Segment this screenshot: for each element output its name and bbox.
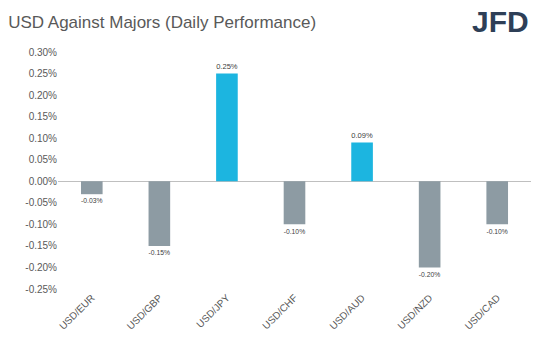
svg-text:USD/EUR: USD/EUR <box>57 292 97 332</box>
svg-text:-0.20%: -0.20% <box>419 271 440 278</box>
svg-text:-0.10%: -0.10% <box>284 228 305 235</box>
svg-text:0.20%: 0.20% <box>29 90 57 101</box>
svg-text:-0.05%: -0.05% <box>25 197 57 208</box>
svg-text:-0.10%: -0.10% <box>25 219 57 230</box>
svg-text:0.25%: 0.25% <box>216 62 238 71</box>
svg-text:-0.15%: -0.15% <box>149 249 170 256</box>
svg-text:0.10%: 0.10% <box>29 133 57 144</box>
svg-text:USD/CHF: USD/CHF <box>260 292 299 331</box>
svg-text:-0.03%: -0.03% <box>81 197 102 204</box>
svg-text:JFD: JFD <box>472 5 529 38</box>
svg-text:-0.20%: -0.20% <box>25 262 57 273</box>
svg-text:-0.15%: -0.15% <box>25 240 57 251</box>
svg-text:-0.10%: -0.10% <box>486 228 507 235</box>
svg-text:-0.25%: -0.25% <box>25 284 57 295</box>
svg-text:0.30%: 0.30% <box>29 47 57 58</box>
svg-text:USD Against Majors (Daily Perf: USD Against Majors (Daily Performance) <box>8 13 316 32</box>
svg-text:USD/CAD: USD/CAD <box>463 292 503 332</box>
svg-text:USD/NZD: USD/NZD <box>395 292 434 331</box>
svg-text:0.09%: 0.09% <box>351 131 373 140</box>
svg-text:0.15%: 0.15% <box>29 111 57 122</box>
svg-text:USD/AUD: USD/AUD <box>327 292 367 332</box>
svg-text:USD/GBP: USD/GBP <box>125 292 165 332</box>
svg-text:0.05%: 0.05% <box>29 154 57 165</box>
svg-text:USD/JPY: USD/JPY <box>194 292 232 330</box>
svg-text:0.00%: 0.00% <box>29 176 57 187</box>
svg-text:0.25%: 0.25% <box>29 68 57 79</box>
